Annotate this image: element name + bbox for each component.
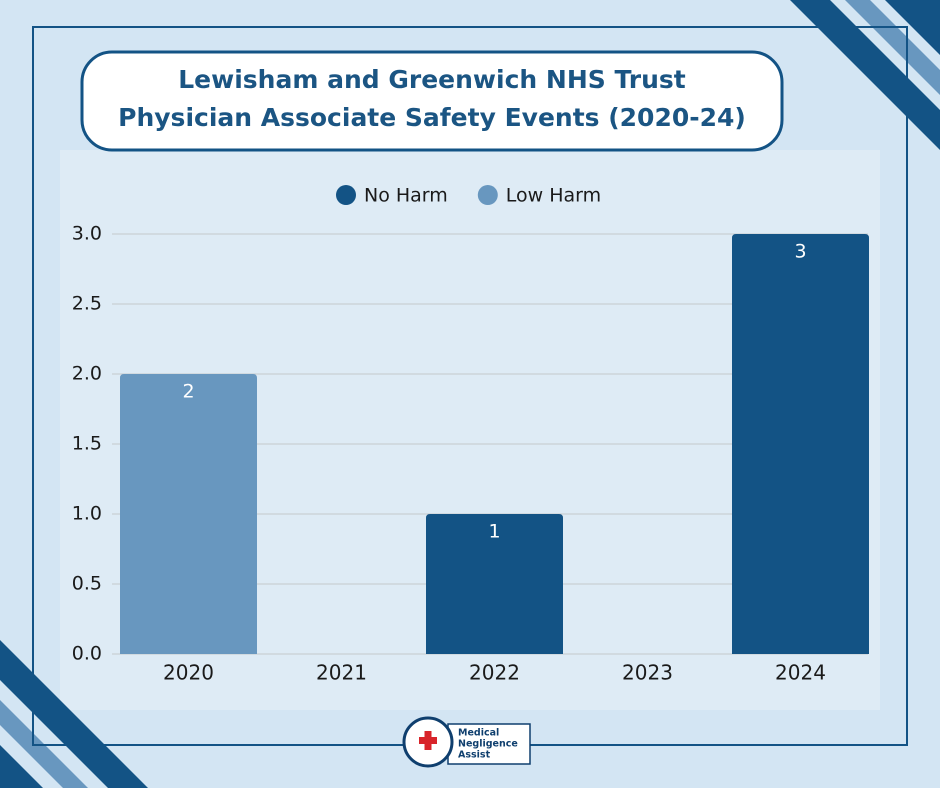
x-tick-label: 2022 xyxy=(469,661,520,685)
logo-text: Assist xyxy=(458,750,491,761)
y-tick-label: 1.0 xyxy=(72,503,102,525)
bar xyxy=(732,234,869,654)
y-tick-label: 0.5 xyxy=(72,573,102,595)
title-box xyxy=(80,50,784,152)
bar xyxy=(120,374,257,654)
x-tick-label: 2021 xyxy=(316,661,367,685)
x-tick-label: 2024 xyxy=(775,661,826,685)
y-tick-label: 1.5 xyxy=(72,433,102,455)
y-tick-label: 2.0 xyxy=(72,363,102,385)
logo: Medical Negligence Assist xyxy=(402,716,531,768)
x-tick-label: 2020 xyxy=(163,661,214,685)
y-tick-label: 3.0 xyxy=(72,223,102,245)
logo-text: Negligence xyxy=(458,739,518,750)
legend-swatch xyxy=(477,185,498,205)
y-tick-label: 0.0 xyxy=(72,643,102,665)
legend-label: No Harm xyxy=(364,185,448,207)
data-label: 2 xyxy=(182,381,194,403)
chart-title: Physician Associate Safety Events (2020-… xyxy=(118,103,746,132)
legend-label: Low Harm xyxy=(506,185,601,207)
data-label: 3 xyxy=(794,241,806,263)
y-tick-label: 2.5 xyxy=(72,293,102,315)
x-tick-label: 2023 xyxy=(622,661,673,685)
logo-text: Medical xyxy=(458,728,499,739)
data-label: 1 xyxy=(488,521,500,543)
chart-title: Lewisham and Greenwich NHS Trust xyxy=(178,65,686,94)
legend-swatch xyxy=(336,185,356,205)
bar xyxy=(426,514,563,654)
